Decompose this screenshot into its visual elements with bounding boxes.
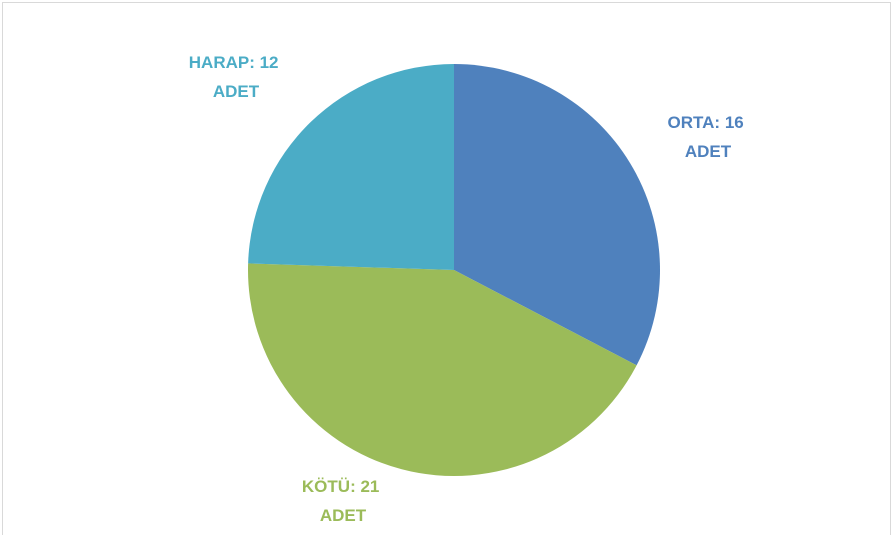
pie-slice [248,263,637,476]
data-label: KÖTÜ: 21 ADET [302,477,384,525]
data-label: ORTA: 16 ADET [668,113,749,161]
pie-slice [248,64,454,270]
data-label: HARAP: 12 ADET [189,53,283,101]
pie-slice [454,64,660,366]
